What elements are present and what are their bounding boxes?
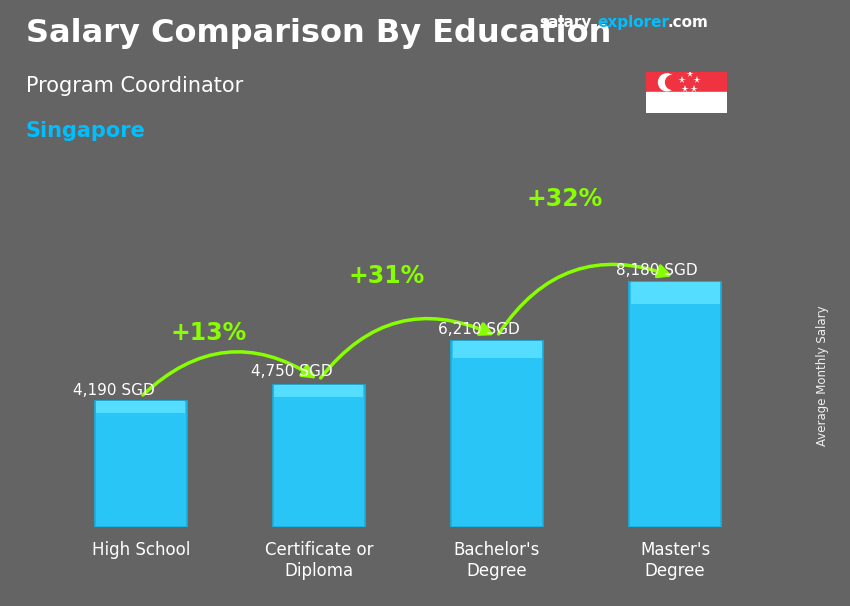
Bar: [96, 401, 185, 413]
Bar: [94, 401, 187, 527]
Text: +31%: +31%: [348, 264, 425, 288]
Text: explorer: explorer: [598, 15, 670, 30]
Text: 6,210 SGD: 6,210 SGD: [439, 322, 520, 338]
Text: Average Monthly Salary: Average Monthly Salary: [816, 305, 829, 446]
Text: 8,180 SGD: 8,180 SGD: [616, 263, 698, 278]
Text: .com: .com: [667, 15, 708, 30]
Bar: [646, 72, 727, 92]
Text: salary: salary: [540, 15, 592, 30]
Bar: [273, 385, 366, 527]
Bar: [629, 282, 722, 527]
Text: 4,190 SGD: 4,190 SGD: [73, 383, 155, 398]
Bar: [646, 92, 727, 113]
Text: +13%: +13%: [170, 321, 246, 345]
Circle shape: [666, 75, 680, 90]
Text: Salary Comparison By Education: Salary Comparison By Education: [26, 18, 611, 49]
Text: Singapore: Singapore: [26, 121, 145, 141]
Text: Program Coordinator: Program Coordinator: [26, 76, 243, 96]
Bar: [450, 341, 543, 527]
Circle shape: [659, 74, 676, 91]
Text: 4,750 SGD: 4,750 SGD: [252, 364, 333, 379]
Bar: [631, 282, 720, 304]
Bar: [275, 385, 364, 398]
Bar: [452, 341, 541, 358]
Text: +32%: +32%: [527, 187, 603, 211]
